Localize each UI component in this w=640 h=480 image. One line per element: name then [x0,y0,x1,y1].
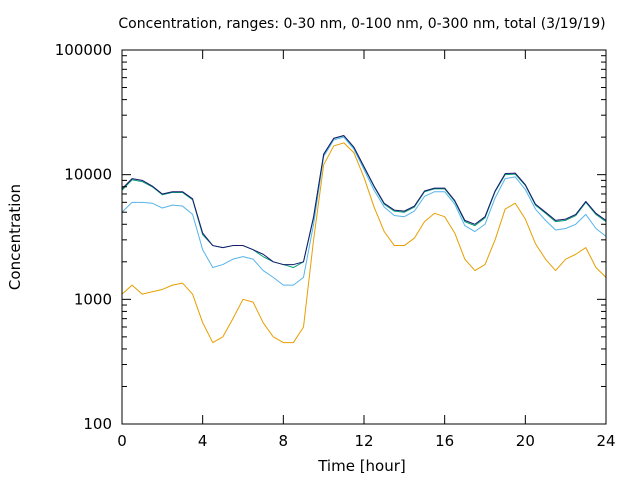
series-layer [121,135,607,344]
chart-title: Concentration, ranges: 0-30 nm, 0-100 nm… [118,16,605,32]
x-tick-label-0: 0 [117,432,127,450]
x-axis-label: Time [hour] [317,457,406,475]
x-tick-label-5: 20 [516,432,535,450]
series-line-2 [121,135,607,269]
x-tick-label-6: 24 [596,432,615,450]
x-tick-label-3: 12 [354,432,373,450]
y-axis-label: Concentration [6,184,24,290]
plot-frame [121,49,607,425]
ticks-layer [121,49,607,425]
y-tick-label-1: 1000 [74,290,112,308]
y-tick-label-2: 10000 [64,166,112,184]
series-line-3 [121,135,607,266]
series-line-1 [121,136,607,286]
y-tick-label-3: 100000 [55,41,112,59]
tick-labels-layer: 0 4 8 12 16 20 24 100 1000 10000 100000 [55,41,616,450]
series-line-0 [121,142,607,344]
x-tick-label-1: 4 [198,432,208,450]
y-tick-label-0: 100 [83,415,112,433]
x-tick-label-2: 8 [279,432,289,450]
x-tick-label-4: 16 [435,432,454,450]
